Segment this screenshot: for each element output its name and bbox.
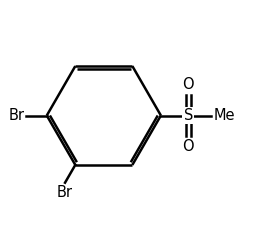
Text: O: O <box>182 77 194 92</box>
Text: Br: Br <box>57 185 73 200</box>
Text: S: S <box>184 108 193 123</box>
Text: Me: Me <box>213 108 235 123</box>
Text: Br: Br <box>9 108 25 123</box>
Text: O: O <box>182 139 194 154</box>
